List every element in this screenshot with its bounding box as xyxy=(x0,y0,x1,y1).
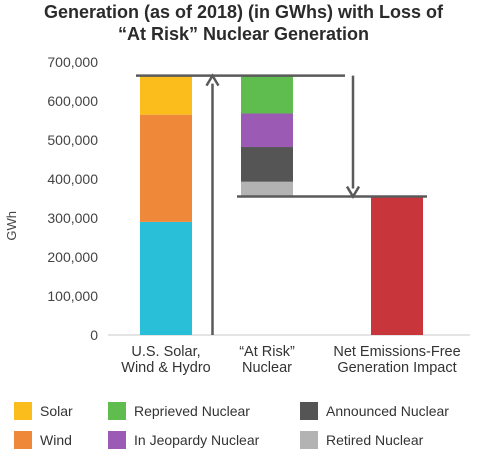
x-category-label: U.S. Solar, xyxy=(131,344,200,360)
bar-segment-hydro xyxy=(140,221,192,335)
y-tick-label: 500,000 xyxy=(47,132,98,148)
x-category-label: Generation Impact xyxy=(337,360,456,376)
arrow-head-down xyxy=(345,185,361,199)
bar-segment-announced-nuclear xyxy=(241,147,293,182)
legend-label: Reprieved Nuclear xyxy=(134,403,250,419)
chart-legend: Solar Reprieved Nuclear Announced Nuclear W… xyxy=(0,398,487,458)
y-axis-title: GWh xyxy=(4,211,19,241)
legend-swatch xyxy=(300,402,318,420)
x-category-label: Nuclear xyxy=(242,360,292,376)
bar-segment-reprieved-nuclear xyxy=(241,75,293,114)
legend-label: Solar xyxy=(40,403,73,419)
legend-label: Retired Nuclear xyxy=(326,432,424,448)
legend-item: Wind xyxy=(14,431,72,449)
x-category-label: Net Emissions-Free xyxy=(333,344,460,360)
y-tick-label: 300,000 xyxy=(47,210,98,226)
legend-label: Wind xyxy=(40,432,72,448)
legend-item: In Jeopardy Nuclear xyxy=(108,431,259,449)
legend-item: Reprieved Nuclear xyxy=(108,402,250,420)
chart-plot-area: GWh 0 100,000 200,000 300,000 400,000 500,000 6… xyxy=(4,54,470,376)
legend-swatch xyxy=(108,402,126,420)
chart-title-line-1: Generation (as of 2018) (in GWhs) with L… xyxy=(43,2,444,22)
bar-segment-wind xyxy=(140,114,192,222)
x-category-label: Wind & Hydro xyxy=(121,360,210,376)
legend-label: In Jeopardy Nuclear xyxy=(134,432,260,448)
bar-segment-net xyxy=(371,196,423,335)
y-tick-label: 400,000 xyxy=(47,171,98,187)
legend-item: Announced Nuclear xyxy=(300,402,449,420)
chart-title-line-2: “At Risk” Nuclear Generation xyxy=(117,24,370,44)
y-tick-label: 200,000 xyxy=(47,249,98,265)
y-tick-label: 700,000 xyxy=(47,54,98,70)
bar-segment-retired-nuclear xyxy=(241,181,293,197)
y-tick-label: 0 xyxy=(90,327,98,343)
arrow-head-up xyxy=(205,73,220,87)
legend-swatch xyxy=(14,431,32,449)
legend-label: Announced Nuclear xyxy=(326,403,449,419)
y-tick-label: 100,000 xyxy=(47,288,98,304)
bar-segment-solar xyxy=(140,75,192,115)
legend-swatch xyxy=(300,431,318,449)
legend-item: Solar xyxy=(14,402,73,420)
x-category-label: “At Risk” xyxy=(239,344,295,360)
bar-segment-in-jeopardy-nuclear xyxy=(241,113,293,148)
legend-swatch xyxy=(108,431,126,449)
legend-item: Retired Nuclear xyxy=(300,431,423,449)
y-tick-label: 600,000 xyxy=(47,93,98,109)
legend-swatch xyxy=(14,402,32,420)
